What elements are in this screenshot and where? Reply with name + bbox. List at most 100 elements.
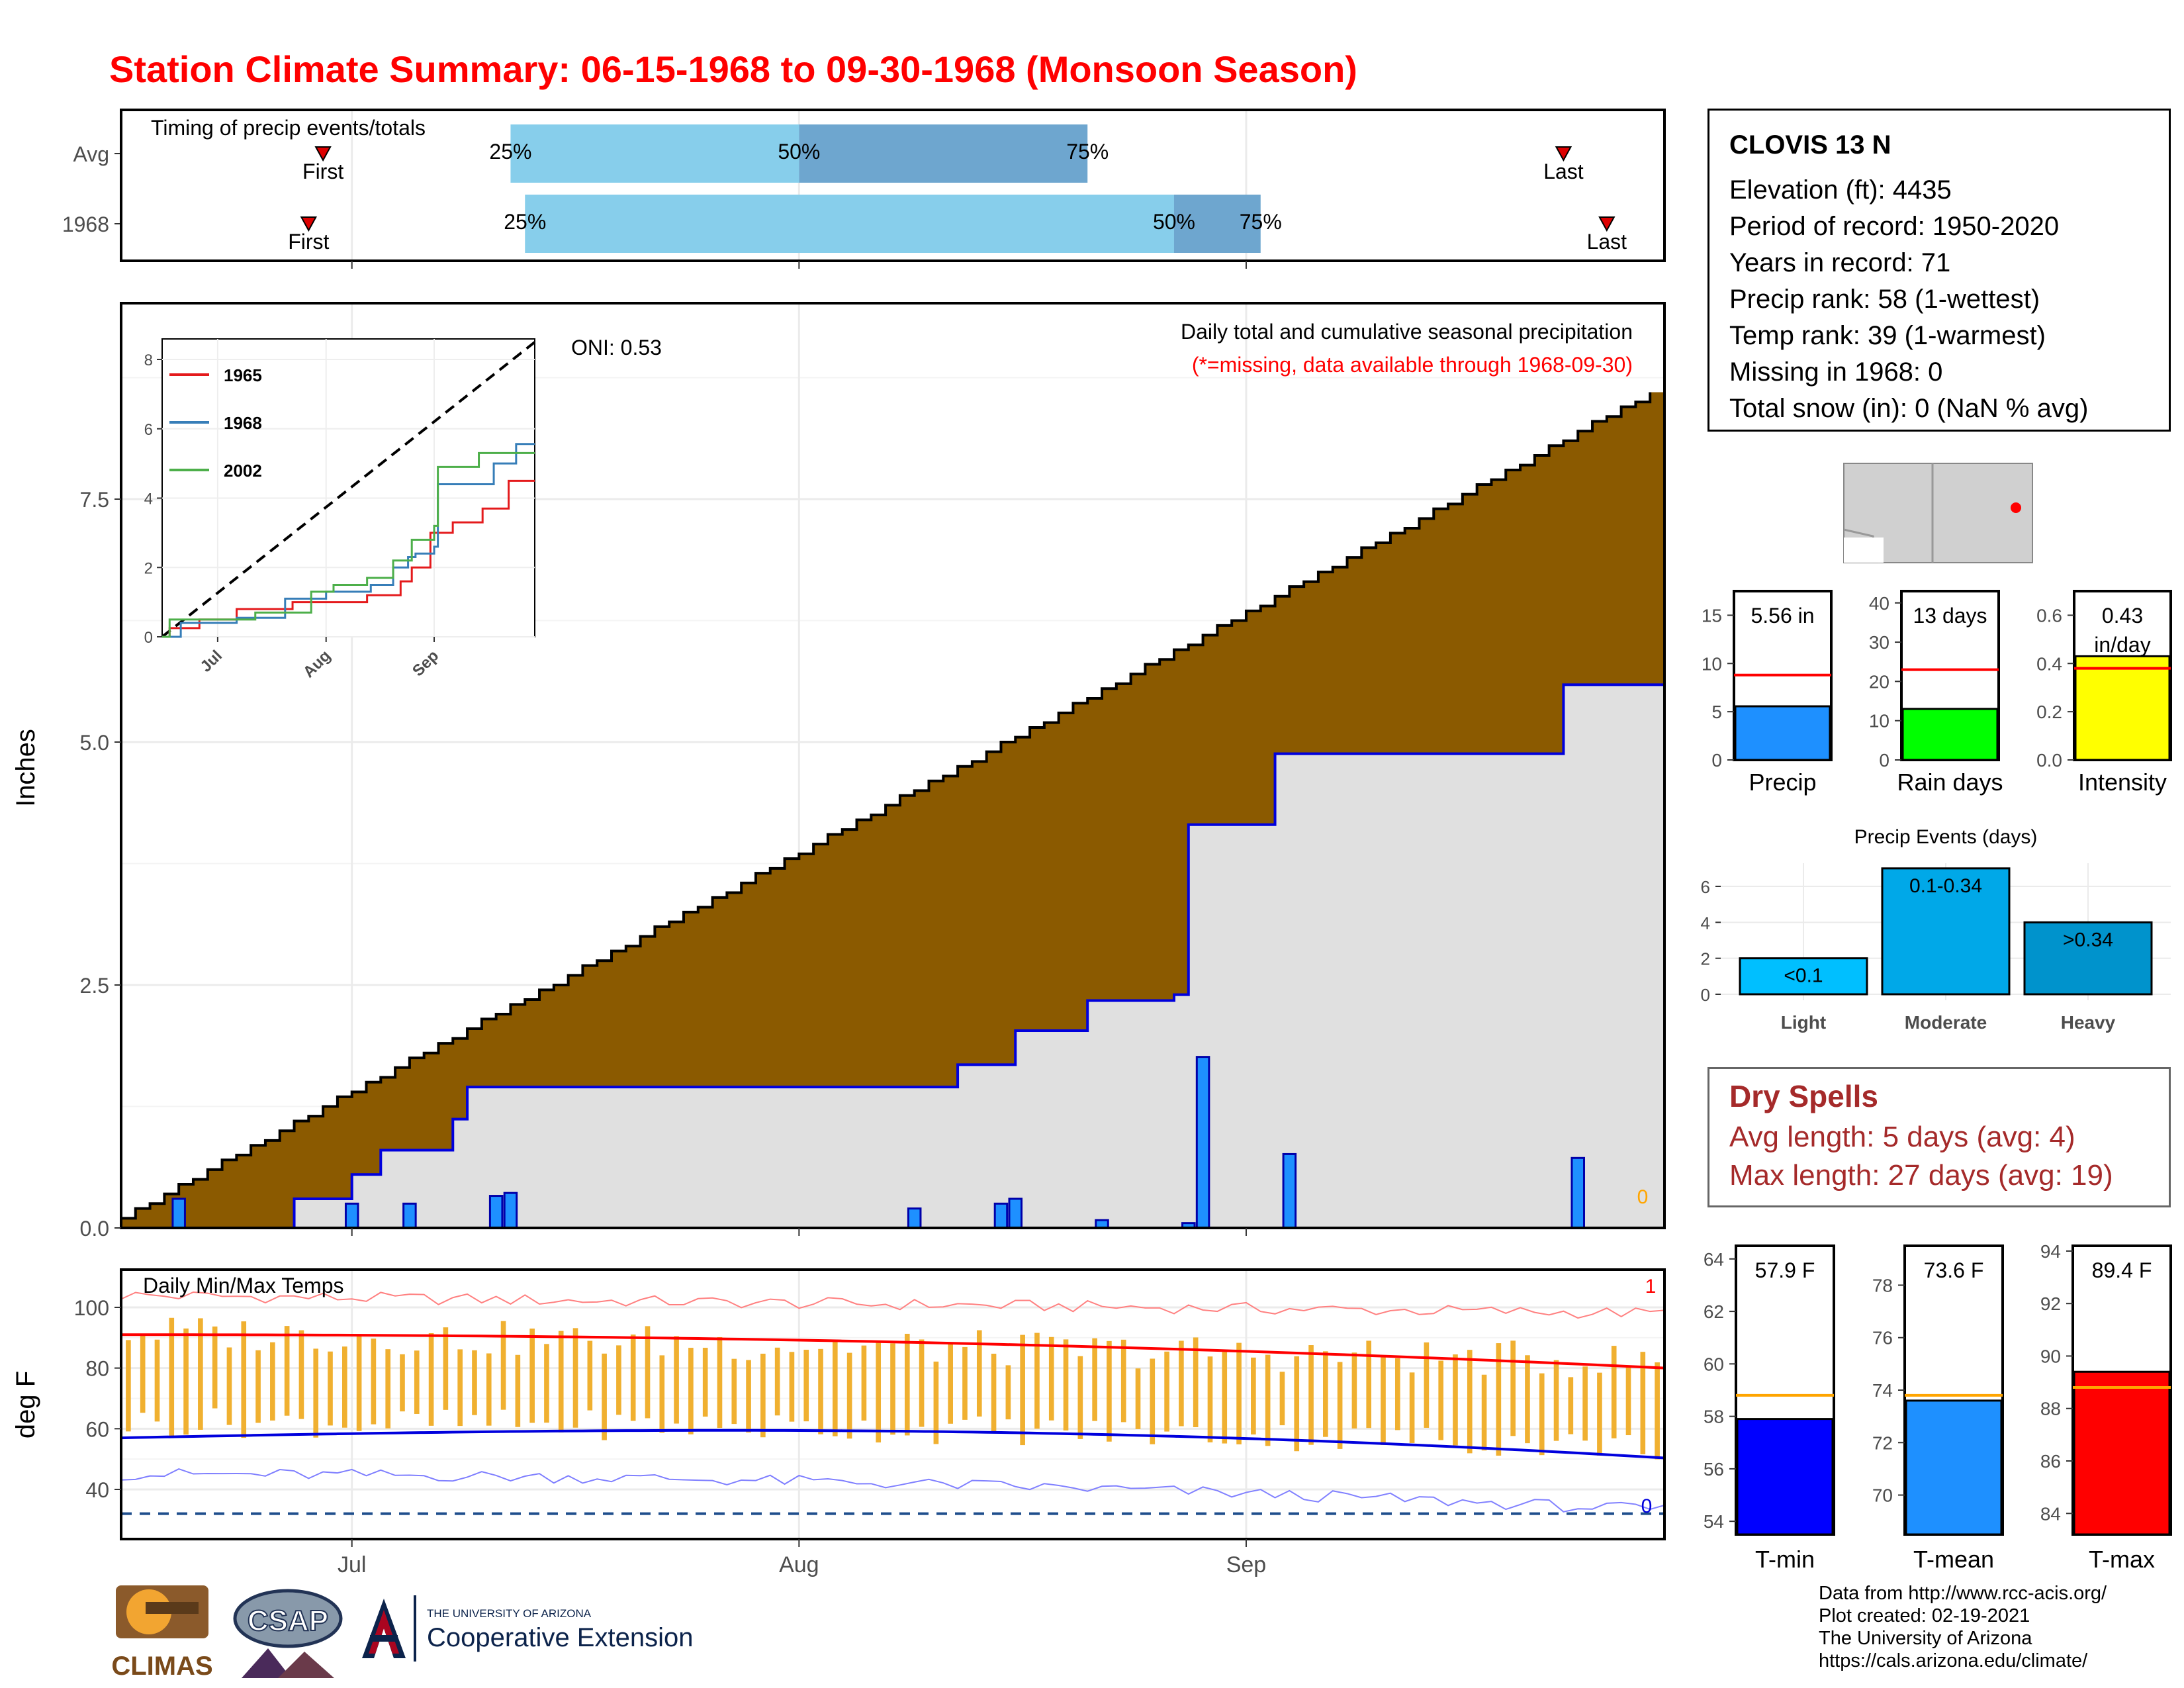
event-bar: [1881, 867, 2011, 996]
daily-precip-bar: [1195, 1056, 1210, 1229]
daily-temp-bar: [371, 1338, 377, 1425]
daily-temp-bar: [688, 1348, 694, 1434]
station-precip-rank: Precip rank: 58 (1-wettest): [1729, 285, 2040, 314]
tmin-stat-axis-label: T-min: [1755, 1546, 1815, 1573]
daily-temp-bar: [760, 1353, 766, 1438]
daily-precip-bar: [1282, 1152, 1297, 1229]
daily-temp-bar: [659, 1355, 665, 1433]
tmean-stat-axis-label: T-mean: [1913, 1546, 1994, 1573]
events-ytick-label: 6: [1701, 877, 1710, 897]
temp-min-count: 0: [1641, 1495, 1653, 1517]
tmean-stat-ytick-label: 78: [1872, 1275, 1893, 1295]
credits-university: The University of Arizona: [1819, 1628, 2032, 1649]
daily-temp-bar: [1625, 1366, 1631, 1436]
station-missing: Missing in 1968: 0: [1729, 357, 1943, 387]
event-bar: [1739, 957, 1868, 996]
daily-temp-bar: [572, 1328, 578, 1428]
daily-temp-bar: [616, 1345, 621, 1415]
tmean-stat-ytick-label: 74: [1872, 1380, 1893, 1401]
daily-temp-bar: [414, 1350, 420, 1414]
events-title: Precip Events (days): [1854, 826, 2038, 848]
daily-temp-bar: [789, 1352, 795, 1422]
first-marker-0: [314, 146, 332, 162]
inset-panel: [161, 338, 535, 637]
daily-temp-bar: [1063, 1339, 1069, 1430]
csap-logo-text: CSAP: [248, 1605, 328, 1637]
credits-created: Plot created: 02-19-2021: [1819, 1605, 2030, 1626]
daily-temp-bar: [428, 1333, 434, 1426]
daily-temp-bar: [1496, 1343, 1502, 1456]
daily-temp-bar: [126, 1340, 131, 1432]
rain-days-stat-axis-label: Rain days: [1897, 769, 2003, 796]
daily-temp-bar: [1150, 1358, 1156, 1444]
tmean-stat-ytick-label: 72: [1872, 1432, 1893, 1453]
daily-temp-bar: [746, 1360, 751, 1433]
event-bar: [2023, 921, 2153, 996]
daily-temp-bar: [962, 1346, 968, 1420]
tmin-stat-ytick-label: 58: [1704, 1407, 1724, 1427]
precip-ytick-label: 2.5: [80, 974, 109, 998]
daily-temp-bar: [472, 1350, 477, 1415]
timing-bar-light-0: [510, 124, 799, 183]
daily-temp-bar: [803, 1350, 809, 1422]
daily-temp-bar: [284, 1326, 290, 1416]
cumulative-1968-line: [121, 683, 1664, 1229]
intensity-stat-axis-label: Intensity: [2078, 769, 2167, 796]
temp-record-max-line: [120, 1291, 1665, 1319]
daily-temp-bar: [876, 1342, 882, 1443]
daily-temp-bar: [1164, 1351, 1169, 1432]
logo-divider: [414, 1595, 416, 1662]
daily-temp-bar: [341, 1346, 347, 1428]
inset-ytick-label: 6: [144, 421, 153, 439]
daily-temp-bar: [890, 1343, 895, 1435]
daily-temp-bar: [717, 1336, 723, 1428]
rain-days-stat-ytick-label: 30: [1869, 632, 1889, 653]
first-marker-1: [300, 216, 318, 232]
daily-temp-bar: [1640, 1352, 1646, 1454]
tmin-stat-ytick-label: 56: [1704, 1459, 1724, 1479]
daily-temp-bar: [818, 1348, 823, 1434]
daily-temp-bar: [1048, 1336, 1054, 1421]
ua-name: THE UNIVERSITY OF ARIZONA: [427, 1607, 592, 1620]
daily-precip-bar: [402, 1202, 417, 1229]
last-label: Last: [1587, 230, 1627, 254]
temp-panel-label: Daily Min/Max Temps: [143, 1274, 343, 1297]
daily-temp-bar: [544, 1344, 549, 1423]
daily-temp-bar: [241, 1321, 247, 1438]
daily-temp-bar: [1467, 1350, 1473, 1454]
daily-temp-bar: [1510, 1340, 1516, 1436]
inset-ytick-label: 2: [144, 559, 153, 577]
daily-temp-bar: [919, 1339, 925, 1427]
timing-p75-label: 75%: [1066, 140, 1109, 164]
daily-temp-bar: [1294, 1356, 1300, 1452]
daily-temp-bar: [226, 1347, 232, 1425]
daily-temp-bar: [1251, 1357, 1256, 1434]
daily-temp-bar: [1207, 1356, 1213, 1442]
daily-temp-bar: [1077, 1356, 1083, 1439]
daily-temp-bar: [1120, 1339, 1126, 1423]
precip-stat-ytick-label: 5: [1711, 702, 1722, 722]
station-location-dot: [2011, 502, 2021, 513]
daily-temp-bar: [1409, 1372, 1415, 1443]
rain-days-stat-ytick-label: 20: [1869, 671, 1889, 692]
timing-bar-light-1: [525, 195, 1174, 253]
daily-temp-bar: [270, 1342, 275, 1421]
precip-stat-axis-label: Precip: [1749, 769, 1816, 796]
precip-legend-title: Daily total and cumulative seasonal prec…: [1181, 320, 1633, 344]
daily-temp-bar: [1193, 1337, 1199, 1428]
page-title: Station Climate Summary: 06-15-1968 to 0…: [109, 48, 1357, 90]
daily-temp-bar: [833, 1341, 838, 1436]
station-temp-rank: Temp rank: 39 (1-warmest): [1729, 321, 2046, 350]
dry-spells-box: Dry Spells Avg length: 5 days (avg: 4) M…: [1707, 1067, 2171, 1207]
tmax-stat-axis-label: T-max: [2089, 1546, 2155, 1573]
temp-ytick-label: 80: [85, 1357, 109, 1381]
tmax-stat-ytick-label: 86: [2040, 1451, 2061, 1472]
daily-precip-bar: [503, 1192, 518, 1229]
daily-temp-bar: [1553, 1360, 1559, 1441]
precip-legend-subtitle: (*=missing, data available through 1968-…: [1192, 353, 1633, 377]
tmean-stat-value-label: 73.6 F: [1924, 1258, 1984, 1282]
timing-panel-label: Timing of precip events/totals: [151, 116, 426, 140]
daily-temp-bar: [1279, 1372, 1285, 1426]
timing-bar-dark-0: [799, 124, 1088, 183]
daily-temp-bar: [198, 1318, 203, 1430]
